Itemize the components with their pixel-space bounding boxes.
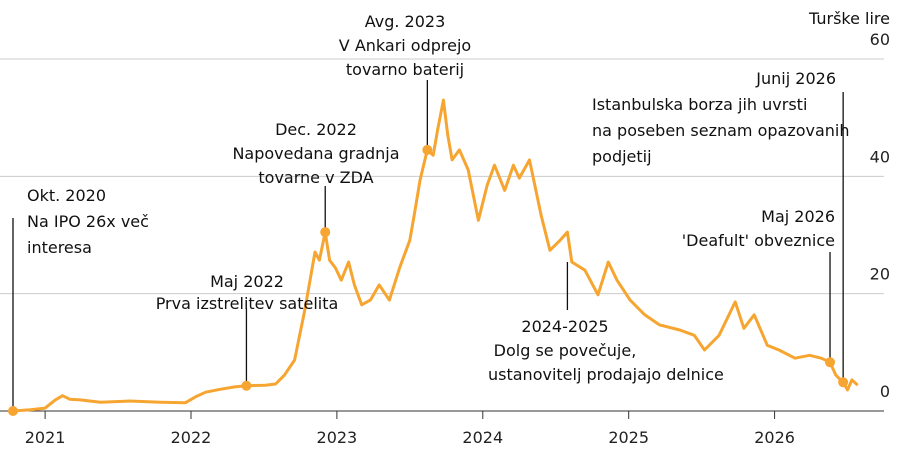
annotation-text: tovarne v ZDA: [258, 168, 373, 187]
annotation-text: Napovedana gradnja: [232, 144, 399, 163]
x-tick-label: 2024: [462, 428, 503, 447]
annotation-text: Prva izstrelitev satelita: [156, 294, 339, 313]
annotation-text: Maj 2022: [210, 272, 284, 291]
annotation-text: Istanbulska borza jih uvrsti: [592, 95, 807, 114]
y-axis-label: Turške lire: [808, 9, 890, 28]
annotation-text: V Ankari odprejo: [339, 36, 471, 55]
annotation-text: Maj 2026: [761, 207, 835, 226]
annotation-text: ustanovitelj prodajajo delnice: [488, 365, 724, 384]
annotation-text: tovarno baterij: [346, 60, 464, 79]
annotation-text: 2024-2025: [521, 317, 608, 336]
x-tick-label: 2021: [25, 428, 66, 447]
y-tick-label: 60: [870, 30, 890, 49]
annotation-dot: [241, 380, 252, 391]
annotation-dot: [422, 144, 433, 155]
annotation-text: Avg. 2023: [365, 12, 446, 31]
annotation-text: Junij 2026: [755, 69, 836, 88]
annotation-text: Okt. 2020: [27, 186, 106, 205]
x-tick-label: 2026: [754, 428, 795, 447]
annotation-text: Na IPO 26x več: [27, 212, 149, 231]
y-tick-label: 20: [870, 265, 890, 284]
annotation-text: na poseben seznam opazovanih: [592, 121, 850, 140]
annotation-dot: [838, 377, 849, 388]
x-tick-label: 2022: [171, 428, 212, 447]
annotation-text: podjetij: [592, 147, 652, 166]
annotation-text: Dolg se povečuje,: [494, 341, 637, 360]
y-tick-label: 40: [870, 147, 890, 166]
x-tick-label: 2025: [608, 428, 649, 447]
annotation-dot: [320, 227, 331, 238]
x-tick-label: 2023: [317, 428, 358, 447]
annotation-text: interesa: [27, 238, 92, 257]
annotation-dot: [825, 357, 836, 368]
price-line: [12, 98, 859, 413]
annotation-dot: [8, 406, 18, 416]
annotation-text: 'Deafult' obveznice: [682, 231, 835, 250]
y-tick-label: 0: [880, 382, 890, 401]
annotation-text: Dec. 2022: [275, 120, 357, 139]
